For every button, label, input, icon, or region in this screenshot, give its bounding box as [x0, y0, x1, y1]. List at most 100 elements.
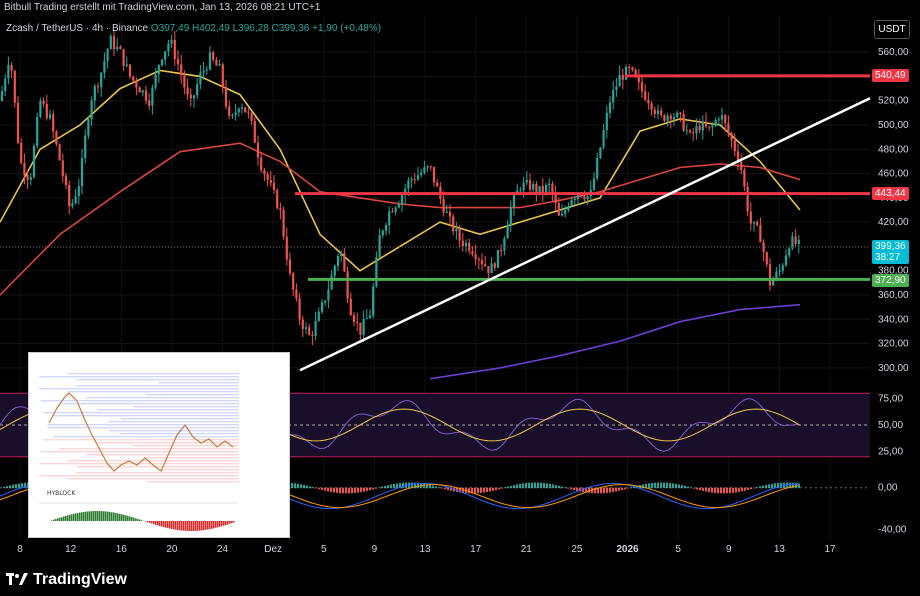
candle-body — [532, 184, 535, 190]
macd-histogram-bar — [324, 487, 326, 491]
inset-histogram-bar — [133, 517, 135, 521]
currency-button[interactable]: USDT — [874, 20, 910, 39]
macd-histogram-bar — [606, 487, 608, 493]
inset-histogram-bar — [71, 514, 73, 521]
candle-body — [352, 315, 356, 322]
inset-histogram-bar — [183, 521, 185, 531]
inset-liquidity-band — [120, 418, 239, 420]
symbol-legend[interactable]: Zcash / TetherUS · 4h · Binance O397,49 … — [6, 23, 381, 34]
macd-histogram-bar — [675, 483, 677, 489]
macd-histogram-bar — [732, 487, 734, 493]
candle-body — [756, 221, 759, 226]
candle-body — [752, 221, 756, 224]
candle-body — [247, 112, 250, 114]
candle-body — [253, 120, 256, 143]
macd-histogram-bar — [576, 487, 578, 491]
candle-body — [528, 180, 532, 190]
inset-liquidity-band — [97, 442, 239, 444]
candle-body — [724, 115, 727, 124]
candle-body — [765, 252, 768, 265]
time-tick-label: 2026 — [616, 544, 639, 555]
candle-body — [324, 300, 327, 303]
tradingview-logo-icon — [6, 573, 28, 585]
candle-body — [10, 65, 13, 71]
horizontal-levels[interactable] — [0, 74, 870, 281]
candle-body — [775, 271, 778, 280]
macd-histogram-bar — [402, 482, 404, 489]
candle-body — [260, 157, 263, 171]
macd-histogram-bar — [390, 484, 392, 489]
inset-histogram-bar — [99, 511, 101, 521]
inset-histogram-bar — [113, 512, 115, 521]
macd-histogram-bar — [336, 487, 338, 493]
macd-histogram-bar — [585, 487, 587, 493]
inset-histogram-bar — [129, 516, 131, 521]
macd-histogram-bar — [438, 487, 440, 489]
candle-body — [583, 196, 586, 200]
candle-body — [656, 110, 660, 115]
candle-body — [349, 298, 352, 316]
macd-histogram-bar — [690, 487, 692, 489]
candle-body — [208, 52, 212, 70]
candle-body — [151, 87, 154, 106]
price-tick-label: 380,00 — [878, 266, 909, 277]
macd-histogram-bar — [516, 484, 518, 489]
macd-histogram-bar — [510, 485, 512, 489]
time-tick-label: 21 — [521, 544, 533, 555]
inset-histogram-bar — [83, 511, 85, 521]
inset-liquidity-band — [76, 379, 239, 381]
support-tag: 372,90 — [872, 274, 909, 287]
candle-body — [384, 225, 388, 231]
macd-histogram-bar — [642, 484, 644, 489]
macd-histogram-bar — [771, 483, 773, 489]
candle-body — [413, 179, 416, 181]
time-tick-label: 17 — [824, 544, 836, 555]
inset-histogram-bar — [165, 521, 167, 528]
candle-body — [599, 147, 602, 158]
candle-body — [784, 255, 788, 266]
top-bar — [0, 0, 920, 16]
candle-body — [743, 169, 746, 187]
macd-histogram-bar — [483, 487, 485, 493]
candle-body — [362, 318, 365, 335]
tradingview-logo[interactable]: TradingView — [6, 571, 127, 589]
inset-liquidity-band — [43, 439, 240, 441]
candle-body — [509, 207, 512, 226]
macd-histogram-bar — [738, 487, 740, 492]
price-tick-label: 320,00 — [878, 339, 909, 350]
candle-body — [768, 264, 772, 286]
macd-histogram-bar — [588, 487, 590, 493]
macd-histogram-bar — [765, 484, 767, 489]
inset-histogram-bar — [199, 521, 201, 531]
candle-body — [404, 188, 407, 196]
inset-histogram-bar — [93, 511, 95, 521]
candle-body — [692, 132, 695, 134]
inset-histogram-bar — [131, 517, 133, 521]
macd-histogram-bar — [711, 487, 713, 493]
macd-histogram-bar — [300, 484, 302, 489]
macd-histogram-bar — [318, 487, 320, 490]
macd-histogram-bar — [303, 484, 305, 489]
candle-body — [298, 298, 301, 320]
inset-histogram-bar — [177, 521, 179, 531]
candle-body — [375, 257, 378, 287]
macd-histogram-bar — [552, 484, 554, 489]
time-tick-label: 8 — [17, 544, 23, 555]
macd-histogram-bar — [444, 487, 446, 490]
macd-histogram-bar — [753, 487, 755, 489]
oscillator-tick-label: 50,00 — [878, 420, 903, 431]
candle-body — [87, 119, 90, 136]
time-axis[interactable]: 8 12 16 20 24 Dez 5 9 13 17 21 25 2026 5 9 13 17 — [17, 544, 836, 555]
candle-body — [679, 112, 682, 114]
inset-liquidity-band — [133, 406, 239, 408]
inset-histogram — [51, 511, 235, 531]
inset-histogram-bar — [153, 521, 155, 525]
candle-body — [477, 259, 480, 261]
trendline[interactable] — [299, 97, 871, 372]
macd-histogram-bar — [492, 487, 494, 491]
time-tick-label: 12 — [65, 544, 77, 555]
macd-histogram-bar — [729, 487, 731, 494]
time-tick-label: 5 — [675, 544, 681, 555]
candle-body — [157, 65, 160, 75]
macd-histogram-bar — [480, 487, 482, 493]
